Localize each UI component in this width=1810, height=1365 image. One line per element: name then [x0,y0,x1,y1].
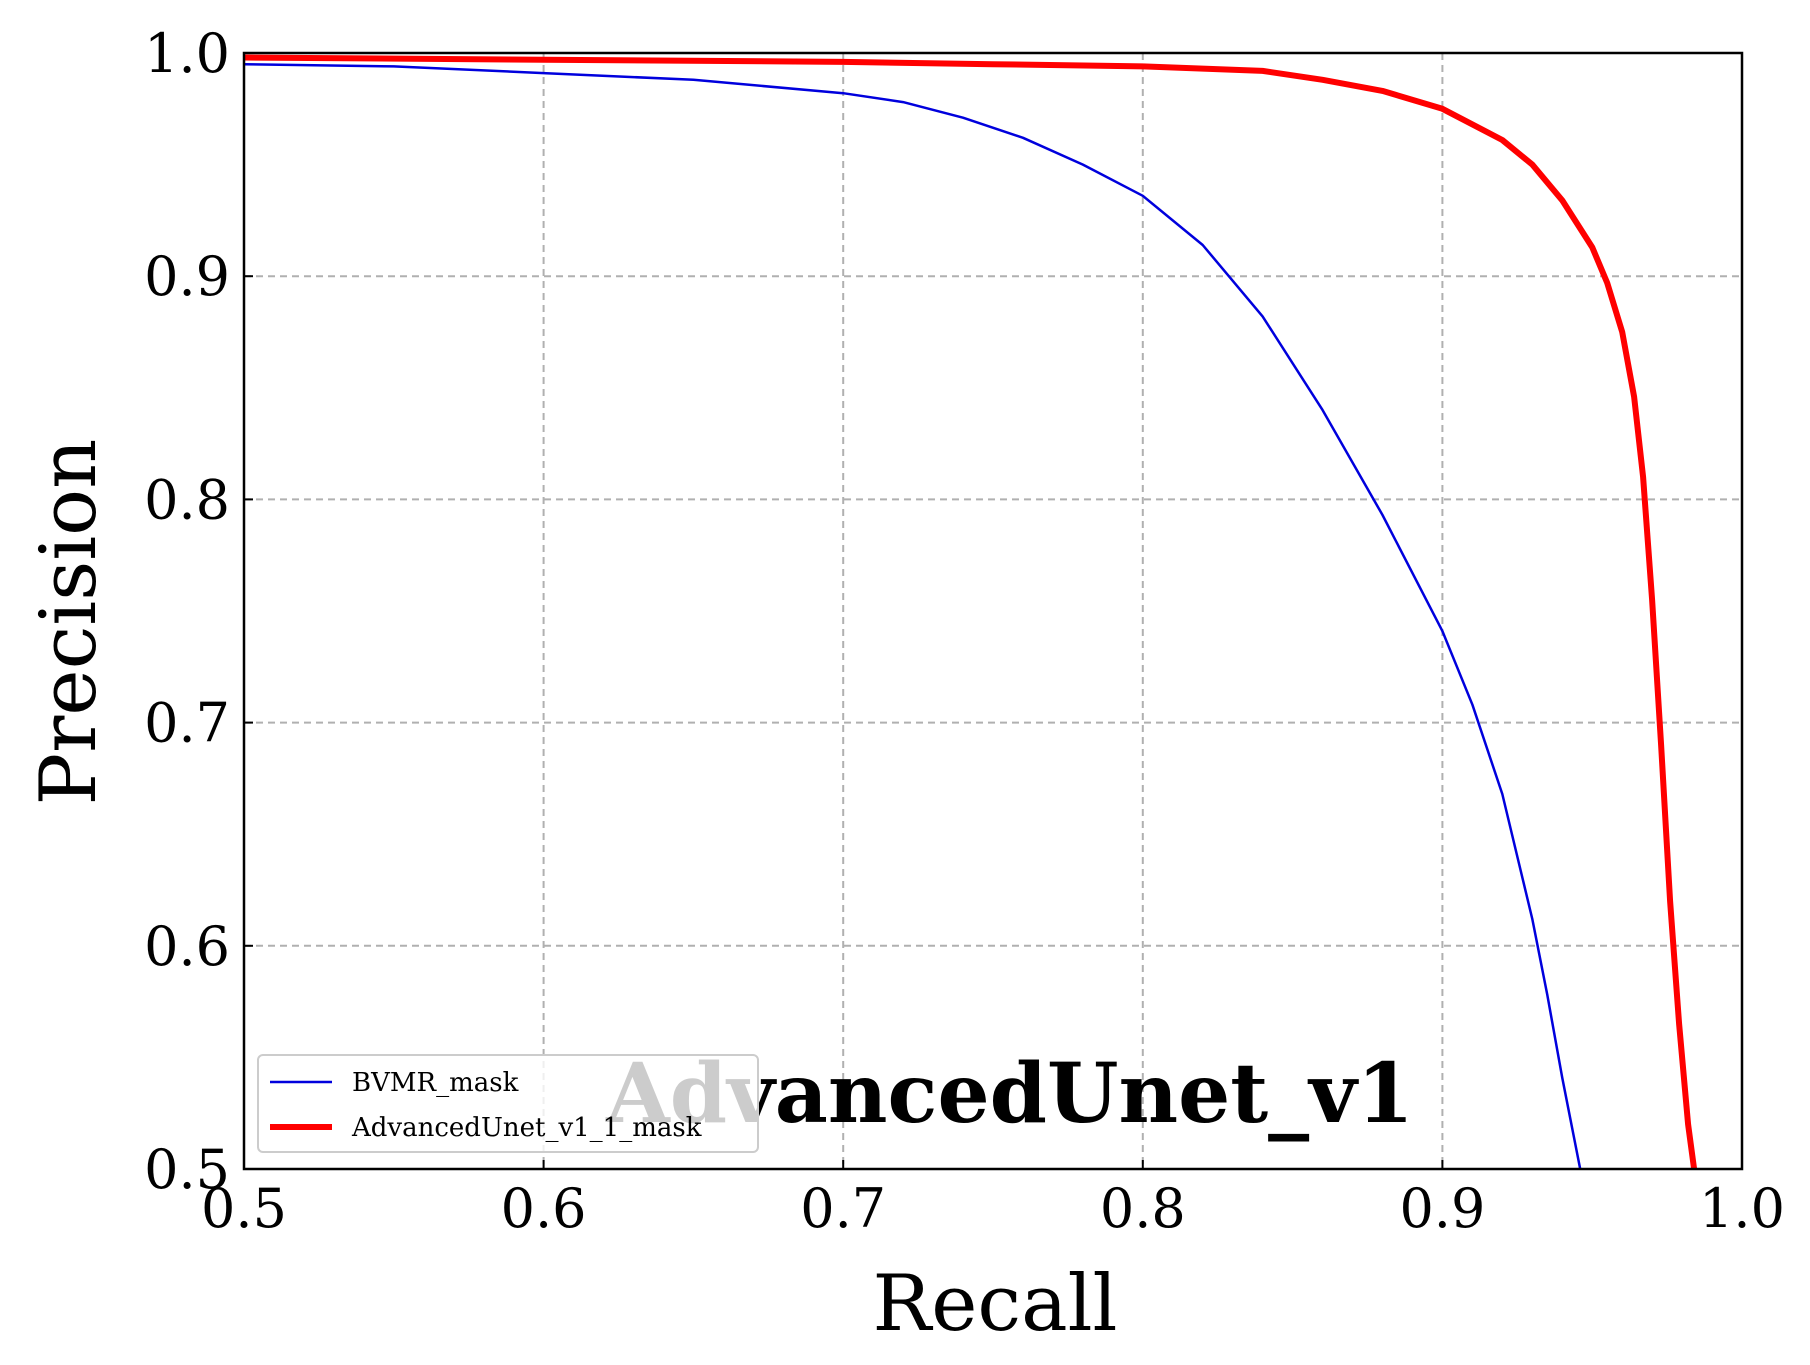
y-tick-label: 0.7 [144,692,230,755]
y-tick-label: 0.5 [144,1138,230,1201]
series-line-bvmr-mask [243,62,1582,1170]
legend: BVMR_mask AdvancedUnet_v1_1_mask [257,1054,759,1153]
legend-box [257,1054,759,1153]
y-axis-label: Precision [24,439,114,806]
x-tick-label: 0.9 [1399,1177,1485,1240]
series-line-advancedunet-v1-1-mask [243,54,1698,1170]
grid-lines [244,53,1742,1169]
x-axis-label: Recall [873,1259,1118,1349]
legend-label-advancedunet: AdvancedUnet_v1_1_mask [351,1113,702,1143]
x-tick-label: 0.6 [501,1177,587,1240]
y-tick-label: 1.0 [144,22,230,85]
y-tick-label: 0.9 [144,245,230,308]
x-tick-label: 1.0 [1699,1177,1785,1240]
y-tick-label: 0.6 [144,915,230,978]
data-series [243,54,1698,1170]
plot-frame [242,51,1744,1171]
axis-ticks: 0.5 0.6 0.7 0.8 0.9 1.0 0.5 0.6 0.7 0.8 0.9 1.0 [144,22,1785,1240]
x-tick-label: 0.8 [1100,1177,1186,1240]
x-tick-label: 0.5 [201,1177,287,1240]
legend-label-bvmr: BVMR_mask [352,1068,519,1098]
x-tick-label: 0.7 [800,1177,886,1240]
y-tick-label: 0.8 [144,468,230,531]
